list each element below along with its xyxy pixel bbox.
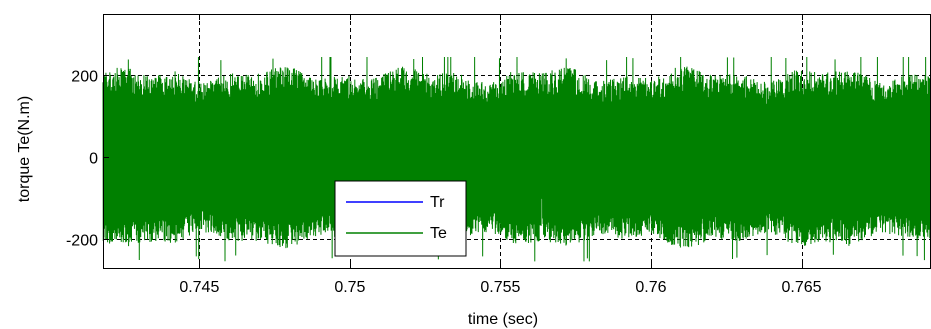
- legend-label-te: Te: [430, 225, 447, 242]
- x-axis-label: time (sec): [468, 311, 538, 328]
- x-tick-label: 0.755: [480, 279, 520, 296]
- y-tick-label: 0: [89, 150, 98, 167]
- x-tick-labels: 0.745 0.75 0.755 0.76 0.765: [179, 279, 821, 296]
- y-axis-label: torque Te(N.m): [16, 96, 33, 202]
- y-tick-label: 200: [71, 68, 98, 85]
- y-tick-labels: -200 0 200: [66, 68, 98, 249]
- series-te-path: [102, 57, 931, 262]
- x-tick-label: 0.75: [334, 279, 365, 296]
- x-tick-label: 0.76: [635, 279, 666, 296]
- series-te-line: [102, 57, 931, 262]
- x-tick-label: 0.745: [179, 279, 219, 296]
- legend: Tr Te: [334, 180, 467, 257]
- legend-box: [334, 180, 467, 257]
- x-tick-label: 0.765: [782, 279, 822, 296]
- axis-ticks: [103, 14, 803, 268]
- legend-label-tr: Tr: [430, 194, 445, 211]
- y-tick-label: -200: [66, 232, 98, 249]
